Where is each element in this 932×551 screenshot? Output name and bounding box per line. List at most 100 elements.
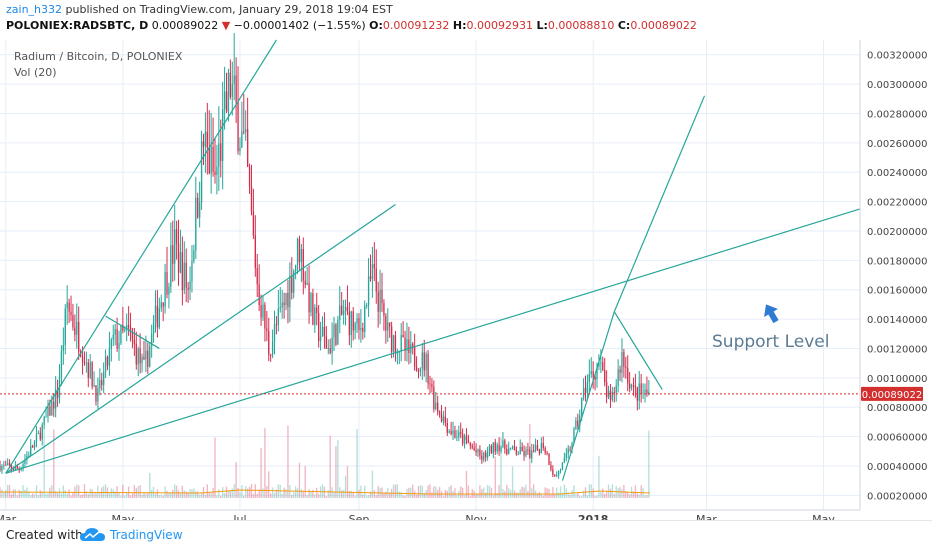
volume-bar [258,489,260,498]
volume-bar [646,495,648,498]
candle-body [534,445,537,452]
candle-body [45,416,47,418]
candle-body [319,336,322,342]
volume-bar [638,494,640,498]
candle-body [91,362,93,387]
volume-bar [342,489,345,498]
volume-bar [554,493,556,498]
candle-body [471,445,473,448]
candle-body [51,401,53,416]
candle-body [509,447,512,449]
candle-body [294,264,297,272]
candle-body [342,310,345,315]
candle-body [394,335,397,353]
volume-bar [268,471,270,498]
volume-bar [89,488,91,498]
candle-body [496,444,498,452]
volume-bar [527,491,529,498]
volume-bar [81,494,84,498]
candle-body [438,411,441,415]
current-price: 0.00089022 [151,19,219,32]
volume-bar [145,493,147,498]
volume-bar [281,493,283,498]
volume-bar [373,489,376,498]
candle-body [435,402,437,410]
author-link[interactable]: zain_h332 [6,3,63,16]
candle-body [542,443,544,449]
volume-bar [285,489,287,498]
volume-bar [7,484,9,498]
volume-bar [377,486,379,498]
candle-body [565,453,567,458]
volume-bar [141,494,143,498]
candle-body [348,311,351,336]
candle-body [35,434,38,442]
candle-body [479,449,481,456]
volume-bar [433,486,435,498]
volume-bar [506,484,508,498]
volume-bar [147,492,149,498]
candle-body [222,108,224,161]
volume-bar [41,491,43,498]
volume-bar [546,488,548,498]
candle-body [33,441,36,448]
candle-body [463,435,466,444]
volume-bar [438,486,441,498]
candle-body [458,431,460,437]
tradingview-brand-link[interactable]: TradingView [110,528,183,542]
high-label: H: [452,19,467,32]
candle-body [452,430,454,434]
volume-bar [294,486,297,498]
volume-bar [331,487,333,498]
volume-bar [532,484,535,498]
candle-body [16,466,18,469]
price-chart[interactable]: 0.00020000 0.00040000 0.00060000 0.00080000… [0,0,932,520]
candle-body [264,304,266,329]
candle-body [285,292,287,306]
volume-bar [548,488,550,498]
candle-body [316,307,318,314]
volume-bar [327,490,329,498]
volume-bar [122,484,124,498]
volume-bar [625,491,627,498]
volume-bar [352,492,354,498]
candle-body [181,252,184,291]
candle-body [177,243,180,273]
candle-body [28,455,30,457]
volume-bar [70,495,72,498]
volume-bar [164,486,166,498]
candle-body [81,356,84,363]
volume-bar [621,489,623,498]
x-tick-label: Jul [232,513,246,520]
candle-body [412,343,414,347]
candle-body [72,315,74,328]
candle-body [390,326,393,352]
candle-body [335,324,337,345]
volume-bar [571,490,573,498]
candle-body [515,449,518,455]
candle-body [431,384,433,388]
volume-bar [129,495,132,498]
candle-body [89,362,91,378]
volume-bar [375,494,377,498]
volume-bar [598,455,600,498]
volume-bar [97,485,99,498]
volume-bars [0,424,651,498]
candle-body [339,305,341,320]
volume-bar [317,494,320,498]
high-value: 0.00092931 [466,19,533,32]
volume-bar [354,495,356,498]
volume-bar [477,493,479,498]
volume-bar [469,495,471,498]
volume-bar [557,492,560,498]
candle-body [321,326,324,337]
candle-body [174,229,176,264]
volume-bar [346,466,349,498]
volume-bar [316,487,318,498]
candle-body [275,324,278,326]
candle-body [53,401,55,409]
candle-body [488,445,491,452]
volume-bar [300,489,303,498]
candle-body [273,324,276,342]
volume-bar [43,427,45,498]
